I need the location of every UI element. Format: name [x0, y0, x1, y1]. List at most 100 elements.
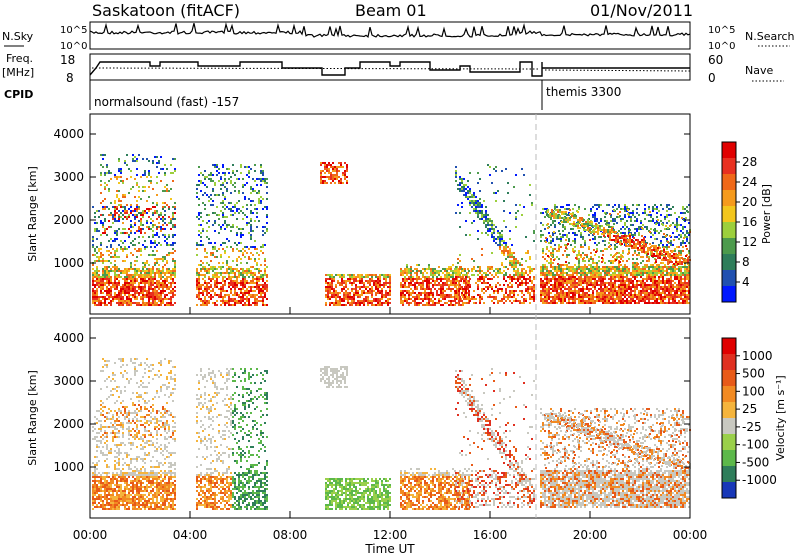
- echo-cell: [626, 220, 628, 222]
- echo-cell: [208, 264, 210, 266]
- echo-cell: [493, 270, 495, 272]
- echo-cell: [455, 274, 457, 276]
- echo-cell: [144, 232, 146, 234]
- echo-cell: [258, 268, 260, 270]
- echo-cell: [236, 294, 238, 296]
- echo-cell: [118, 200, 120, 202]
- echo-cell: [128, 270, 130, 272]
- echo-cell: [497, 276, 499, 278]
- echo-cell: [544, 298, 546, 300]
- echo-cell: [457, 262, 459, 264]
- echo-cell: [485, 272, 487, 274]
- echo-cell: [232, 224, 234, 226]
- echo-cell: [578, 258, 580, 260]
- echo-cell: [608, 260, 610, 262]
- echo-cell: [646, 286, 648, 288]
- echo-cell: [632, 296, 634, 298]
- echo-cell: [140, 274, 142, 276]
- echo-cell: [152, 276, 154, 278]
- echo-cell: [410, 280, 412, 282]
- echo-cell: [170, 222, 172, 224]
- echo-cell: [646, 226, 648, 228]
- echo-cell: [446, 284, 448, 286]
- echo-cell: [389, 294, 391, 296]
- echo-cell: [118, 276, 120, 278]
- echo-cell: [646, 280, 648, 282]
- echo-cell: [124, 278, 126, 280]
- echo-cell: [379, 300, 381, 302]
- echo-cell: [234, 272, 236, 274]
- echo-cell: [150, 218, 152, 220]
- echo-cell: [416, 298, 418, 300]
- echo-cell: [128, 234, 130, 236]
- echo-cell: [212, 276, 214, 278]
- echo-cell: [262, 304, 264, 306]
- echo-cell: [424, 268, 426, 270]
- echo-cell: [222, 216, 224, 218]
- echo-cell: [108, 254, 110, 256]
- echo-cell: [114, 274, 116, 276]
- echo-cell: [212, 200, 214, 202]
- echo-cell: [408, 294, 410, 296]
- echo-cell: [558, 244, 560, 246]
- echo-cell: [624, 232, 626, 234]
- echo-cell: [224, 220, 226, 222]
- echo-cell: [594, 274, 596, 276]
- echo-cell: [578, 250, 580, 252]
- echo-cell: [347, 274, 349, 276]
- echo-cell: [248, 222, 250, 224]
- echo-cell: [264, 294, 266, 296]
- echo-cell: [148, 290, 150, 292]
- echo-cell: [238, 212, 240, 214]
- echo-cell: [148, 294, 150, 296]
- echo-cell: [513, 256, 515, 258]
- echo-cell: [162, 300, 164, 302]
- echo-cell: [212, 270, 214, 272]
- echo-cell: [477, 230, 479, 232]
- echo-cell: [162, 258, 164, 260]
- echo-cell: [204, 178, 206, 180]
- echo-cell: [630, 280, 632, 282]
- echo-cell: [156, 244, 158, 246]
- echo-cell: [242, 300, 244, 302]
- echo-cell: [150, 284, 152, 286]
- echo-cell: [454, 298, 456, 300]
- echo-cell: [222, 286, 224, 288]
- echo-cell: [448, 296, 450, 298]
- echo-cell: [130, 232, 132, 234]
- echo-cell: [144, 210, 146, 212]
- echo-cell: [527, 250, 529, 252]
- echo-cell: [126, 282, 128, 284]
- echo-cell: [196, 280, 198, 282]
- echo-cell: [477, 204, 479, 206]
- echo-cell: [250, 234, 252, 236]
- echo-cell: [355, 304, 357, 306]
- echo-cell: [436, 290, 438, 292]
- echo-cell: [467, 186, 469, 188]
- echo-cell: [152, 236, 154, 238]
- echo-cell: [412, 296, 414, 298]
- echo-cell: [408, 302, 410, 304]
- echo-cell: [375, 298, 377, 300]
- echo-cell: [452, 284, 454, 286]
- echo-cell: [511, 254, 513, 256]
- echo-cell: [242, 254, 244, 256]
- echo-cell: [222, 272, 224, 274]
- echo-cell: [254, 240, 256, 242]
- echo-cell: [120, 248, 122, 250]
- echo-cell: [100, 254, 102, 256]
- echo-cell: [377, 290, 379, 292]
- echo-cell: [218, 248, 220, 250]
- echo-cell: [200, 172, 202, 174]
- echo-cell: [102, 296, 104, 298]
- echo-cell: [448, 278, 450, 280]
- echo-cell: [136, 280, 138, 282]
- echo-cell: [606, 290, 608, 292]
- echo-cell: [574, 284, 576, 286]
- echo-cell: [146, 222, 148, 224]
- echo-cell: [572, 290, 574, 292]
- echo-cell: [529, 194, 531, 196]
- echo-cell: [448, 276, 450, 278]
- echo-cell: [576, 278, 578, 280]
- echo-cell: [586, 292, 588, 294]
